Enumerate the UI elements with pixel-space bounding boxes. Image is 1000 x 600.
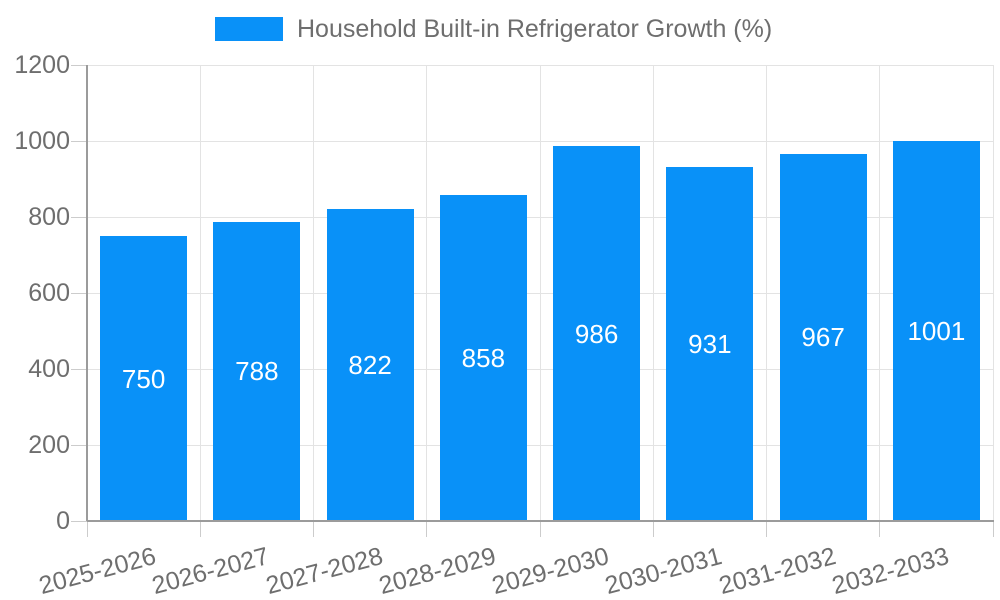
bar-value-label: 986 (574, 318, 619, 349)
bar (666, 167, 754, 521)
bar-value-label: 1001 (907, 315, 966, 346)
y-axis-tick-label: 1200 (14, 51, 70, 79)
bar (213, 221, 301, 521)
x-gridline (313, 65, 314, 521)
x-axis-tick-label: 2031-2032 (715, 542, 839, 600)
y-tick (71, 292, 87, 294)
legend-label: Household Built-in Refrigerator Growth (… (297, 15, 773, 43)
bar (100, 236, 188, 521)
x-tick (86, 521, 88, 537)
legend: Household Built-in Refrigerator Growth (… (215, 14, 772, 44)
bar (892, 140, 980, 521)
bar (439, 194, 527, 521)
bar (553, 146, 641, 521)
x-tick (426, 521, 428, 537)
x-gridline (766, 65, 767, 521)
x-gridline (879, 65, 881, 521)
y-axis-tick-label: 200 (28, 431, 70, 459)
legend-swatch (215, 17, 283, 41)
bar (326, 208, 414, 521)
x-axis-tick-label: 2032-2033 (828, 542, 952, 600)
x-tick (652, 521, 654, 537)
x-axis-tick-label: 2029-2030 (489, 542, 612, 600)
y-tick (71, 520, 87, 522)
y-axis-tick-label: 800 (28, 203, 70, 231)
y-axis-line (86, 65, 88, 521)
x-axis-tick-label: 2027-2028 (262, 542, 386, 600)
bar-value-label: 750 (121, 363, 166, 394)
x-tick (313, 521, 314, 537)
y-axis-tick-label: 1000 (14, 127, 70, 155)
x-axis-tick-label: 2030-2031 (602, 542, 726, 600)
y-axis-tick-label: 600 (28, 279, 70, 307)
x-axis-line (87, 520, 994, 522)
bar-value-label: 858 (461, 342, 506, 373)
x-gridline (992, 65, 994, 521)
x-tick (992, 521, 994, 537)
x-tick (879, 521, 881, 537)
x-tick (766, 521, 767, 537)
x-gridline (539, 65, 541, 521)
y-tick (71, 64, 87, 66)
x-tick (539, 521, 541, 537)
y-tick (71, 216, 87, 218)
x-axis-tick-label: 2025-2026 (36, 542, 159, 600)
y-tick (71, 140, 87, 142)
bar-value-label: 931 (688, 329, 732, 360)
x-gridline (199, 65, 201, 521)
bar-value-label: 822 (348, 349, 392, 380)
x-gridline (652, 65, 654, 521)
x-axis-tick-label: 2028-2029 (375, 542, 499, 600)
x-axis-tick-label: 2026-2027 (149, 542, 273, 600)
bar-value-label: 967 (801, 322, 845, 353)
y-tick (71, 444, 87, 446)
x-tick (199, 521, 201, 537)
x-gridline (426, 65, 428, 521)
y-axis-tick-label: 400 (28, 355, 70, 383)
y-tick (71, 368, 87, 370)
bar-value-label: 788 (235, 356, 279, 387)
bar (779, 153, 867, 521)
y-axis-tick-label: 0 (56, 507, 70, 535)
